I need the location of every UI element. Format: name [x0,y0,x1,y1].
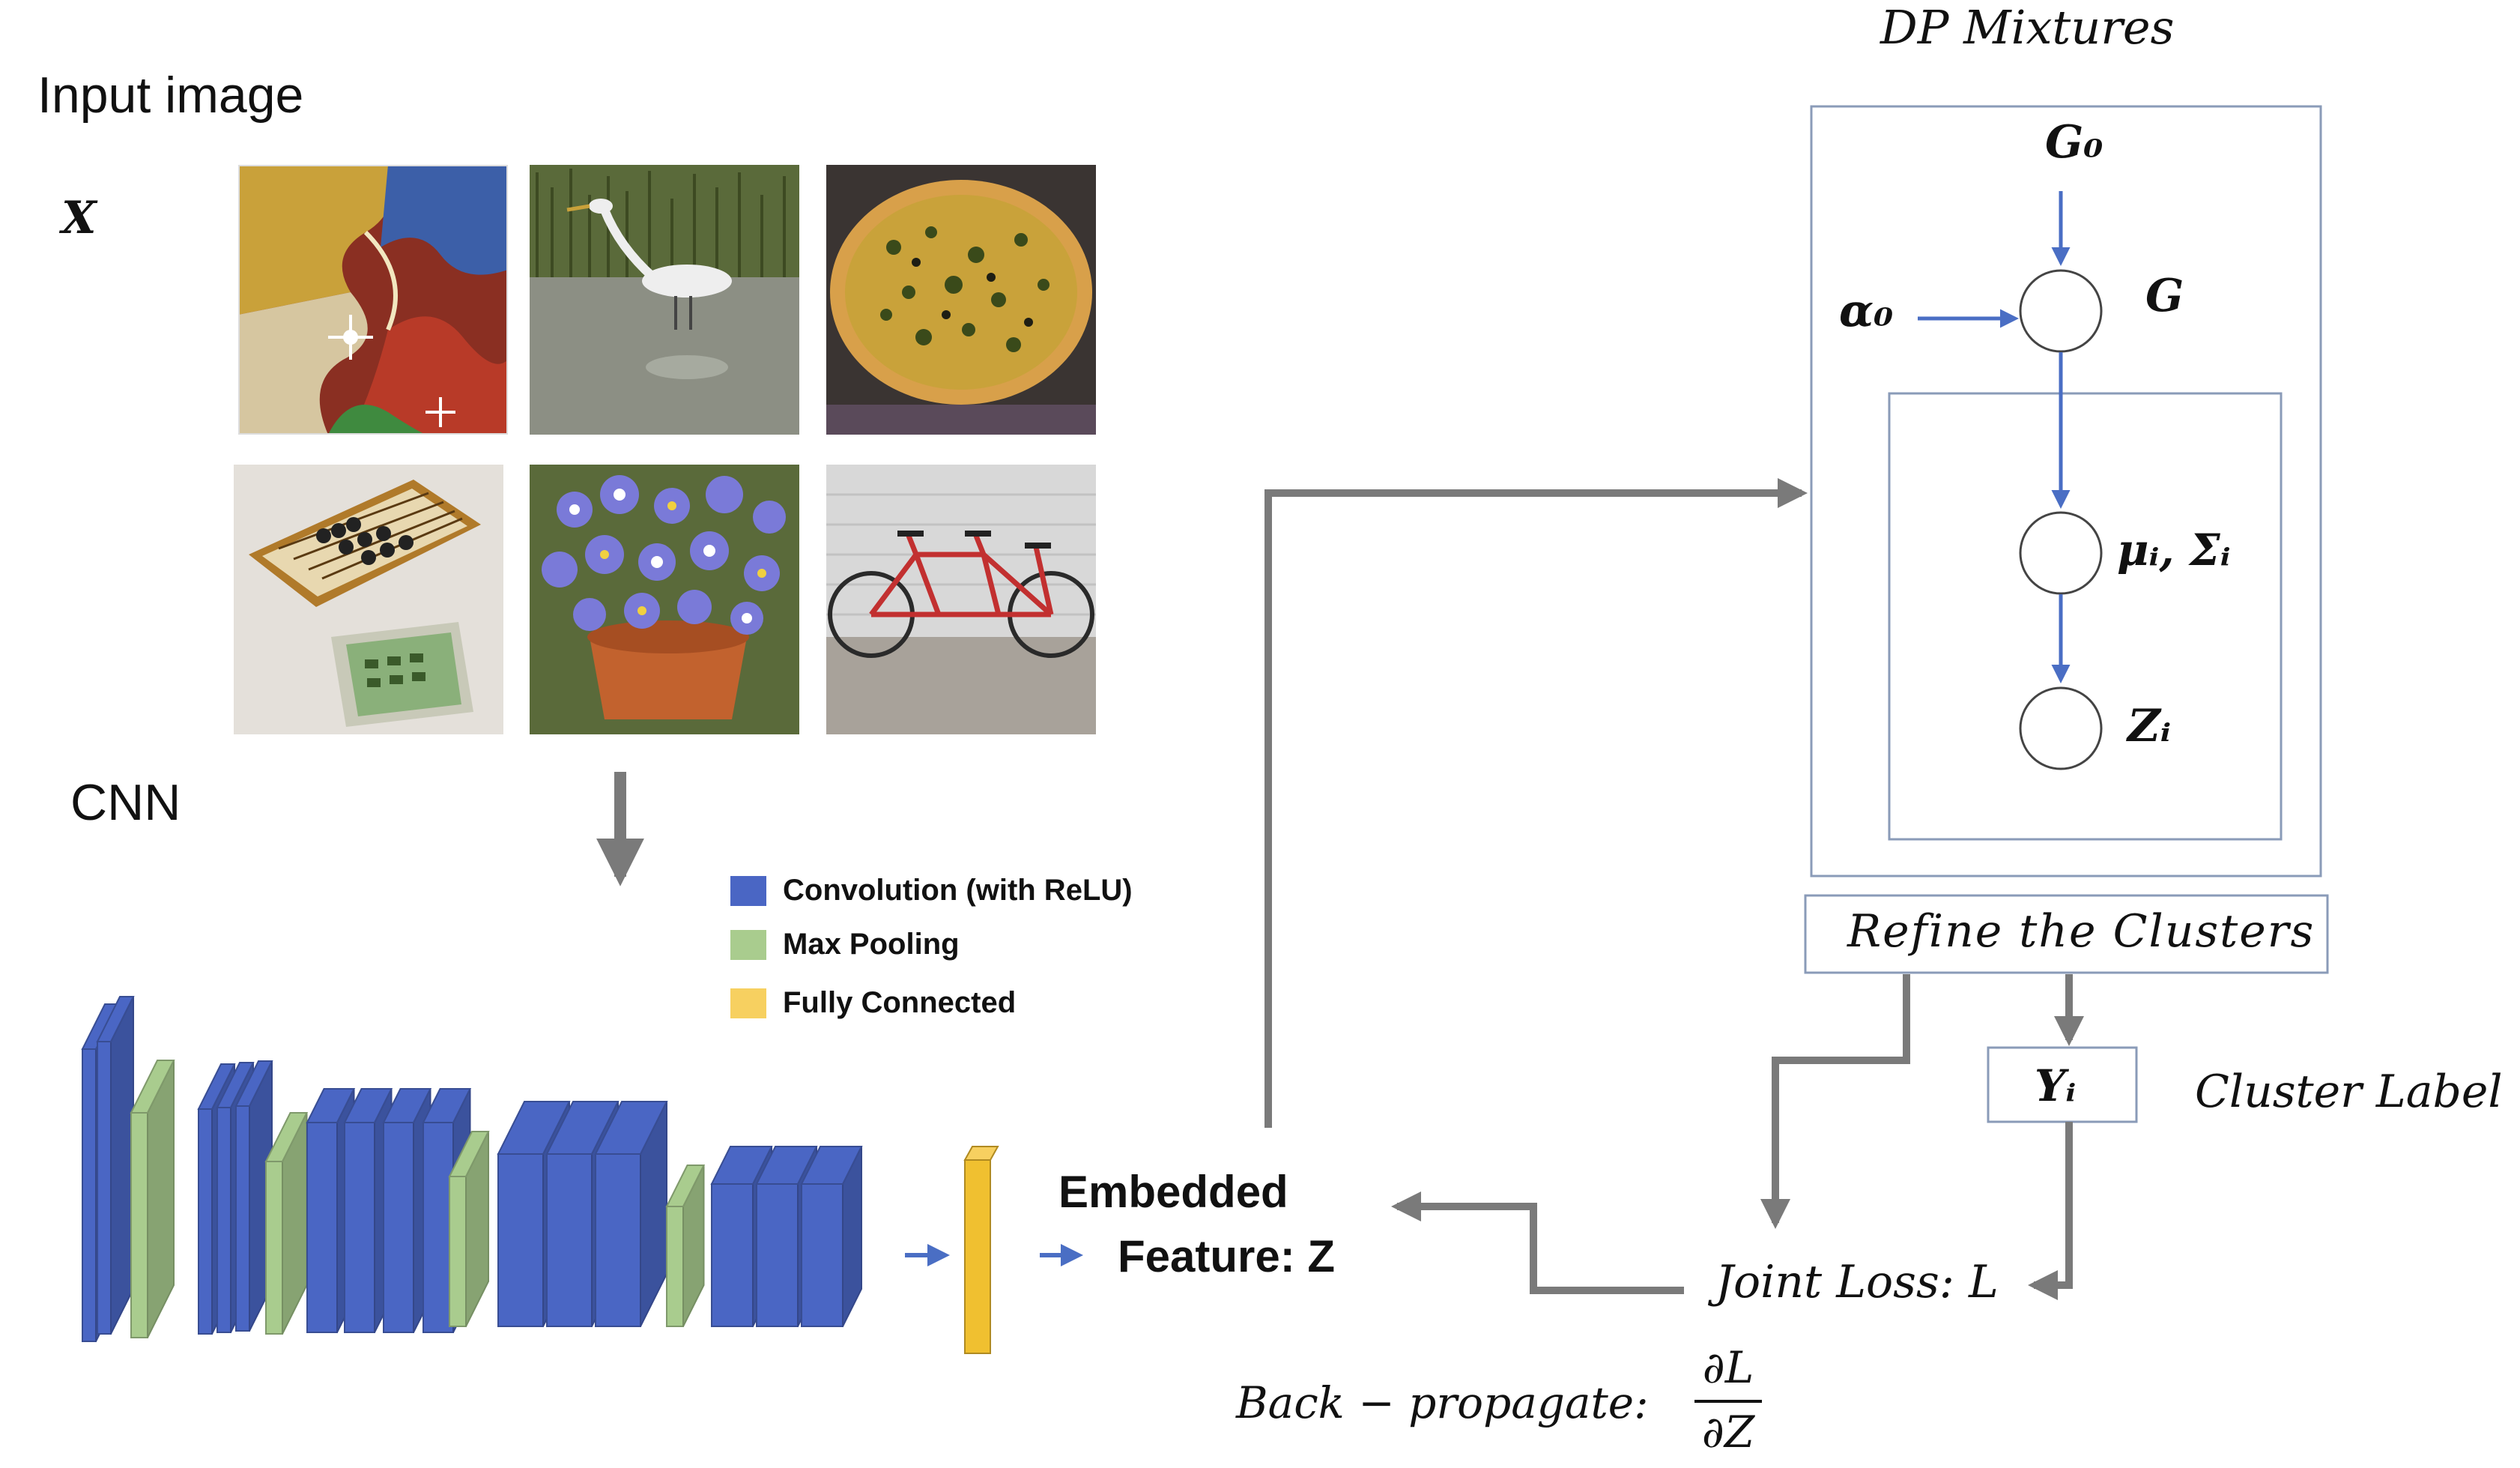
yi-label: Yᵢ [2035,1060,2077,1111]
g-label: G [2145,270,2184,322]
legend-convolution: Convolution (with ReLU) [730,874,1133,907]
photo-heron [530,165,799,435]
photo-abacus [234,465,503,734]
embedded-label: Embedded [1058,1167,1288,1217]
mu-sigma-label: μᵢ, Σᵢ [2117,525,2231,576]
pool-layer [130,1060,175,1338]
legend-label-max-pooling: Max Pooling [783,928,960,961]
arrow-refine-to-loss [1760,974,1910,1229]
fraction-denominator: ∂Z [1701,1407,1755,1458]
joint-loss-label: Joint Loss: L [1715,1256,1999,1308]
backprop-label: Back − propagate: [1236,1377,1649,1428]
yi-box [1987,1046,2138,1123]
feature-z-label: Feature: Z [1118,1231,1336,1281]
dp-plate-box [1888,392,2283,841]
node-zi [2019,686,2103,770]
input-image-title: Input image [37,67,304,124]
refine-box [1804,894,2329,974]
refine-clusters-label: Refine the Clusters [1847,905,2315,958]
legend-label-fully-connected: Fully Connected [783,986,1017,1019]
pool-layer [448,1131,490,1327]
zi-label: Zᵢ [2127,700,2172,752]
g0-label: G₀ [2045,116,2103,169]
input-x-label: X [61,192,97,244]
node-g [2019,269,2103,353]
dp-mixtures-box [1810,105,2322,878]
legend-label-convolution: Convolution (with ReLU) [783,874,1133,907]
alpha0-label: α₀ [1839,285,1894,337]
fraction-bar [1694,1400,1762,1403]
legend-swatch-convolution [730,875,766,906]
conv-layer [594,1101,668,1327]
legend-fully-connected: Fully Connected [730,986,1016,1020]
photo-pizza [826,165,1096,435]
pool-layer [264,1112,309,1335]
cnn-title: CNN [70,774,181,831]
cnn-layers [81,996,999,1354]
photo-tandem-bicycle [826,465,1096,734]
arrow-loss-to-embedded [1391,1191,1684,1294]
conv-layer [800,1146,863,1327]
legend-swatch-max-pooling [730,929,766,960]
fraction-numerator: ∂L [1702,1342,1754,1393]
fully-connected-layer [963,1146,999,1354]
dp-mixtures-title: DP Mixtures [1880,0,2175,55]
gradient-fraction: ∂L ∂Z [1694,1346,1762,1454]
arrow-embedded-to-dp [1264,478,1808,1128]
legend-swatch-fully-connected [730,988,766,1018]
photo-flowers [530,465,799,734]
arrow-yi-to-loss [2028,1122,2073,1300]
legend-max-pooling: Max Pooling [730,928,960,961]
node-mu-sigma [2019,511,2103,595]
conv-layer [96,996,135,1335]
pool-layer [665,1165,706,1327]
cluster-label-text: Cluster Label [2195,1066,2503,1118]
photo-puzzle [238,165,508,435]
